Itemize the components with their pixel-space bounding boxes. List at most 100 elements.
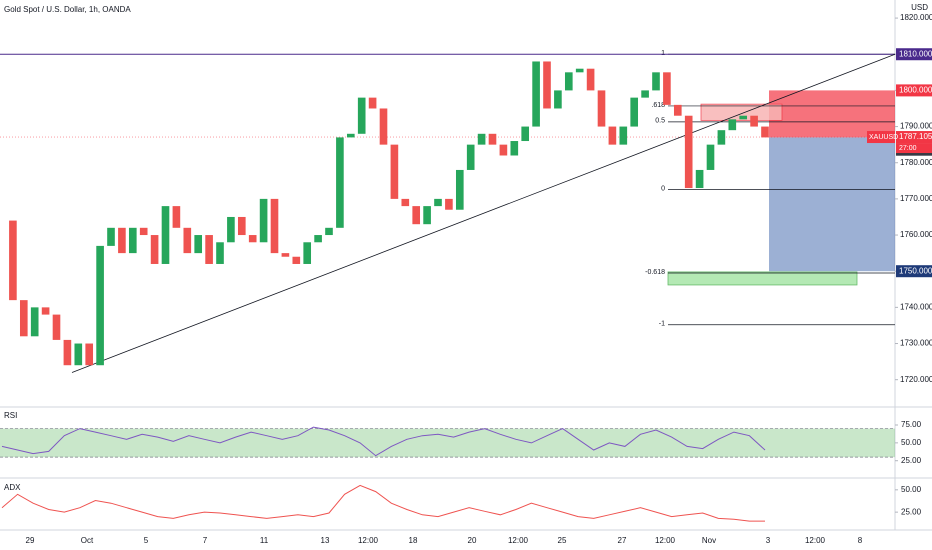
candle xyxy=(216,242,224,264)
rsi-line xyxy=(1,426,766,457)
countdown-box xyxy=(896,143,932,154)
candle xyxy=(172,206,181,228)
zone-box xyxy=(700,103,783,121)
x-tick-label: Nov xyxy=(702,536,716,545)
y-tick-label: 1740.000 xyxy=(900,302,932,311)
candle xyxy=(477,133,486,145)
price-label-box xyxy=(896,48,932,61)
candle xyxy=(161,206,170,264)
candle xyxy=(150,235,159,264)
x-tick-label: 5 xyxy=(144,536,149,545)
chart-legend: Gold Spot / U.S. Dollar, 1h, OANDA xyxy=(4,5,131,14)
candle xyxy=(336,137,344,228)
x-tick-label: 3 xyxy=(766,536,771,545)
candle xyxy=(30,307,39,337)
price-label-box xyxy=(896,84,932,97)
y-tick-label: 1770.000 xyxy=(900,194,932,203)
candle xyxy=(673,104,682,116)
candle xyxy=(63,339,72,366)
candle xyxy=(368,97,377,109)
symbol-label: XAUUSD xyxy=(869,134,898,141)
candle xyxy=(706,144,715,170)
candle xyxy=(107,227,115,246)
y-tick-label: 1760.000 xyxy=(900,230,932,239)
candle xyxy=(641,90,649,98)
candle xyxy=(41,307,50,315)
candle xyxy=(575,68,584,73)
candle xyxy=(281,253,290,257)
candle xyxy=(128,227,137,254)
y-tick-label: 75.00 xyxy=(901,420,922,429)
fib-label: 0.5 xyxy=(655,118,665,125)
y-tick-label: 1790.000 xyxy=(900,122,932,131)
rsi-label: RSI xyxy=(4,411,17,420)
candle xyxy=(346,133,355,138)
candle xyxy=(390,144,399,199)
fib-label: 0 xyxy=(661,185,665,192)
candle xyxy=(183,227,192,254)
fib-label: .618 xyxy=(651,102,665,109)
candle xyxy=(74,343,83,366)
x-tick-label: 12:00 xyxy=(358,536,379,545)
candle xyxy=(761,126,769,138)
candle xyxy=(9,220,17,301)
candle xyxy=(695,169,704,189)
candle xyxy=(554,90,562,109)
candle xyxy=(488,133,497,145)
candle xyxy=(19,300,28,337)
candle xyxy=(510,141,519,156)
candle xyxy=(728,119,737,131)
x-tick-label: Oct xyxy=(81,536,94,545)
y-tick-label: 25.00 xyxy=(901,456,922,465)
price-label: 1787.105 xyxy=(899,132,932,141)
symbol-box xyxy=(867,131,895,144)
candle xyxy=(227,216,235,243)
y-tick-label: 1780.000 xyxy=(900,158,932,167)
x-tick-label: 18 xyxy=(409,536,418,545)
adx-line xyxy=(1,484,765,522)
countdown-label: 27:00 xyxy=(899,145,917,152)
candle xyxy=(597,90,606,127)
candle xyxy=(357,97,366,134)
candle xyxy=(543,61,551,109)
price-label-box xyxy=(896,131,932,144)
candle xyxy=(619,126,628,145)
candle xyxy=(608,126,617,145)
candle xyxy=(118,227,126,254)
candle xyxy=(564,72,573,91)
candle xyxy=(314,235,322,243)
candle xyxy=(52,314,61,340)
candle xyxy=(237,216,246,236)
y-tick-label: 1720.000 xyxy=(900,375,932,384)
trendline xyxy=(71,53,896,373)
candle xyxy=(379,108,388,145)
candle xyxy=(466,144,475,170)
candle xyxy=(85,343,94,366)
fib-label: -0.618 xyxy=(645,269,665,276)
price-label: 1750.000 xyxy=(899,266,932,275)
candle xyxy=(194,235,203,254)
adx-label: ADX xyxy=(4,483,21,492)
x-tick-label: 20 xyxy=(468,536,477,545)
candle xyxy=(750,115,758,127)
candle xyxy=(270,198,279,254)
x-tick-label: 12:00 xyxy=(655,536,676,545)
candle xyxy=(401,198,410,207)
candle xyxy=(499,144,508,156)
fib-label: -1 xyxy=(659,321,665,328)
fib-label: 1 xyxy=(661,50,665,57)
x-tick-label: 27 xyxy=(618,536,627,545)
x-tick-label: 12:00 xyxy=(508,536,529,545)
y-tick-label: 1820.000 xyxy=(900,13,932,22)
candle xyxy=(139,227,148,236)
stop-zone xyxy=(769,90,895,138)
candle xyxy=(717,130,726,145)
candle xyxy=(303,242,312,264)
y-tick-label: 50.00 xyxy=(901,438,922,447)
x-tick-label: 25 xyxy=(558,536,567,545)
candle xyxy=(423,206,431,225)
currency-label: USD xyxy=(911,3,928,12)
y-tick-label: 50.00 xyxy=(901,485,922,494)
candle xyxy=(205,235,213,264)
